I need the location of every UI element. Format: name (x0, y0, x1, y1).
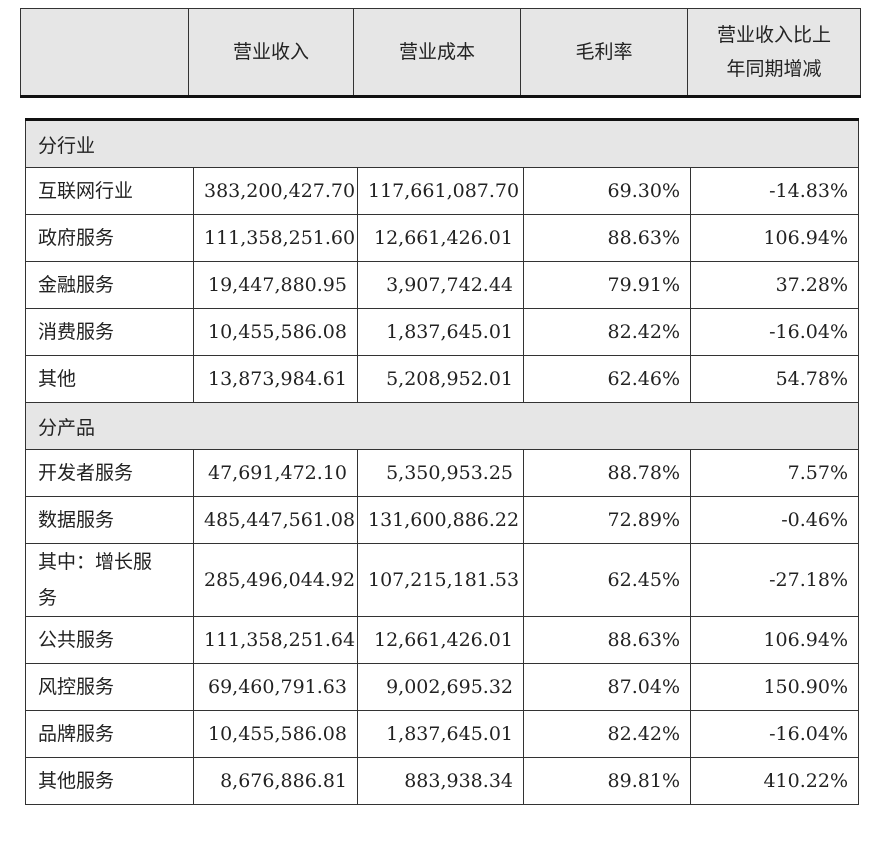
data-row: 风控服务 69,460,791.63 9,002,695.32 87.04% 150.9… (25, 663, 860, 711)
row-label: 开发者服务 (25, 449, 194, 497)
header-row: 营业收入 营业成本 毛利率 营业收入比上年同期增减 (20, 8, 861, 97)
data-row: 互联网行业 383,200,427.70 117,661,087.70 69.30% -… (25, 167, 860, 215)
cell: 111,358,251.60 (193, 214, 358, 262)
cell: 10,455,586.08 (193, 710, 358, 758)
header-cell (20, 8, 189, 97)
cell: 69,460,791.63 (193, 663, 358, 711)
cell: 79.91% (523, 261, 691, 309)
cell: 69.30% (523, 167, 691, 215)
cell: 88.63% (523, 214, 691, 262)
cell: 410.22% (689, 757, 860, 805)
cell: 7.57% (689, 449, 860, 497)
data-row: 政府服务 111,358,251.60 12,661,426.01 88.63% 106… (25, 214, 860, 262)
header-cell: 营业成本 (353, 8, 521, 97)
header-cell: 营业收入比上年同期增减 (687, 8, 861, 97)
row-label: 其他 (25, 355, 194, 403)
row-label: 其中：增长服务 (25, 543, 194, 617)
cell: 88.63% (523, 616, 691, 664)
cell: 106.94% (689, 616, 860, 664)
cell: 107,215,181.53 (357, 543, 524, 617)
cell: 883,938.34 (357, 757, 524, 805)
cell: 117,661,087.70 (357, 167, 524, 215)
cell: -14.83% (689, 167, 860, 215)
data-row: 数据服务 485,447,561.08 131,600,886.22 72.89% -0… (25, 496, 860, 544)
data-row: 金融服务 19,447,880.95 3,907,742.44 79.91% 37.28… (25, 261, 860, 309)
cell: 111,358,251.64 (193, 616, 358, 664)
cell: 72.89% (523, 496, 691, 544)
data-row: 品牌服务 10,455,586.08 1,837,645.01 82.42% -16.0… (25, 710, 860, 758)
cell: -16.04% (689, 710, 860, 758)
data-row: 其中：增长服务 285,496,044.92 107,215,181.53 62.45… (25, 543, 860, 617)
cell: 131,600,886.22 (357, 496, 524, 544)
cell: 8,676,886.81 (193, 757, 358, 805)
data-row: 其他服务 8,676,886.81 883,938.34 89.81% 410.22% (25, 757, 860, 805)
header-table: 营业收入 营业成本 毛利率 营业收入比上年同期增减 (20, 8, 861, 98)
section-label: 分行业 (24, 119, 860, 168)
data-table: 分行业 互联网行业 383,200,427.70 117,661,087.70 69.3… (24, 118, 860, 805)
cell: 62.46% (523, 355, 691, 403)
cell: 19,447,880.95 (193, 261, 358, 309)
cell: 1,837,645.01 (357, 710, 524, 758)
row-label: 风控服务 (25, 663, 194, 711)
cell: 89.81% (523, 757, 691, 805)
section-row: 分行业 (24, 119, 860, 168)
row-label: 品牌服务 (25, 710, 194, 758)
cell: -16.04% (689, 308, 860, 356)
cell: 285,496,044.92 (193, 543, 358, 617)
cell: 3,907,742.44 (357, 261, 524, 309)
header-cell: 营业收入 (188, 8, 354, 97)
section-row: 分产品 (24, 402, 860, 450)
cell: 383,200,427.70 (193, 167, 358, 215)
cell: 82.42% (523, 308, 691, 356)
data-row: 开发者服务 47,691,472.10 5,350,953.25 88.78% 7.57… (25, 449, 860, 497)
cell: 5,350,953.25 (357, 449, 524, 497)
cell: 1,837,645.01 (357, 308, 524, 356)
row-label: 政府服务 (25, 214, 194, 262)
cell: 10,455,586.08 (193, 308, 358, 356)
cell: 106.94% (689, 214, 860, 262)
cell: 9,002,695.32 (357, 663, 524, 711)
section-label: 分产品 (24, 402, 860, 450)
data-row: 公共服务 111,358,251.64 12,661,426.01 88.63% 106… (25, 616, 860, 664)
cell: 13,873,984.61 (193, 355, 358, 403)
cell: 54.78% (689, 355, 860, 403)
cell: 485,447,561.08 (193, 496, 358, 544)
cell: 12,661,426.01 (357, 214, 524, 262)
cell: 5,208,952.01 (357, 355, 524, 403)
cell: 37.28% (689, 261, 860, 309)
row-label: 数据服务 (25, 496, 194, 544)
row-label: 金融服务 (25, 261, 194, 309)
cell: -27.18% (689, 543, 860, 617)
row-label: 其他服务 (25, 757, 194, 805)
cell: 150.90% (689, 663, 860, 711)
data-row: 消费服务 10,455,586.08 1,837,645.01 82.42% -16.0… (25, 308, 860, 356)
header-cell: 毛利率 (520, 8, 688, 97)
data-row: 其他 13,873,984.61 5,208,952.01 62.46% 54.78% (25, 355, 860, 403)
cell: 62.45% (523, 543, 691, 617)
cell: 87.04% (523, 663, 691, 711)
cell: 47,691,472.10 (193, 449, 358, 497)
cell: -0.46% (689, 496, 860, 544)
row-label: 公共服务 (25, 616, 194, 664)
cell: 12,661,426.01 (357, 616, 524, 664)
row-label: 消费服务 (25, 308, 194, 356)
row-label: 互联网行业 (25, 167, 194, 215)
cell: 82.42% (523, 710, 691, 758)
cell: 88.78% (523, 449, 691, 497)
